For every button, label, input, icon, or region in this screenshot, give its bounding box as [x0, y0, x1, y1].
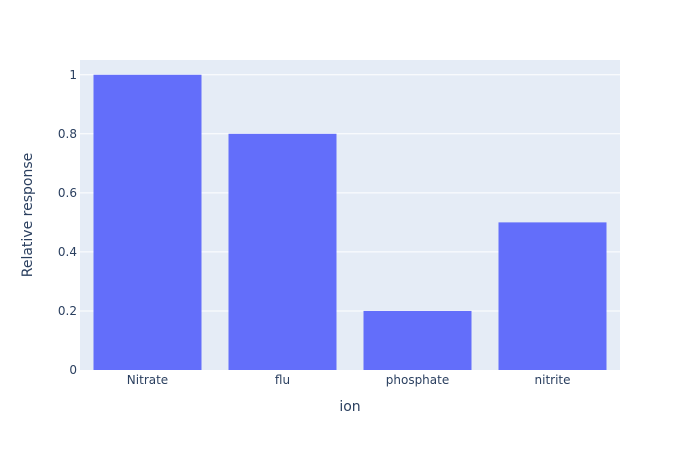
x-axis-title: ion [339, 399, 360, 415]
bar-nitrate[interactable] [93, 74, 202, 370]
y-tick-label: 1 [69, 68, 77, 82]
bar-nitrite[interactable] [498, 222, 607, 370]
y-tick-label: 0.8 [58, 127, 77, 141]
bar-flu[interactable] [228, 133, 337, 370]
y-tick-label: 0.4 [58, 245, 77, 259]
x-tick-label: Nitrate [127, 373, 168, 387]
y-tick-label: 0.6 [58, 186, 77, 200]
y-tick-label: 0 [69, 363, 77, 377]
x-tick-label: nitrite [535, 373, 571, 387]
y-axis-ticks: 0 0.2 0.4 0.6 0.8 1 [58, 68, 77, 377]
bar-phosphate[interactable] [363, 310, 472, 370]
y-tick-label: 0.2 [58, 304, 77, 318]
x-tick-label: flu [275, 373, 290, 387]
bars [93, 74, 607, 370]
y-axis-title: Relative response [20, 153, 36, 278]
x-tick-label: phosphate [386, 373, 449, 387]
x-axis-ticks: Nitrate flu phosphate nitrite [127, 373, 571, 387]
